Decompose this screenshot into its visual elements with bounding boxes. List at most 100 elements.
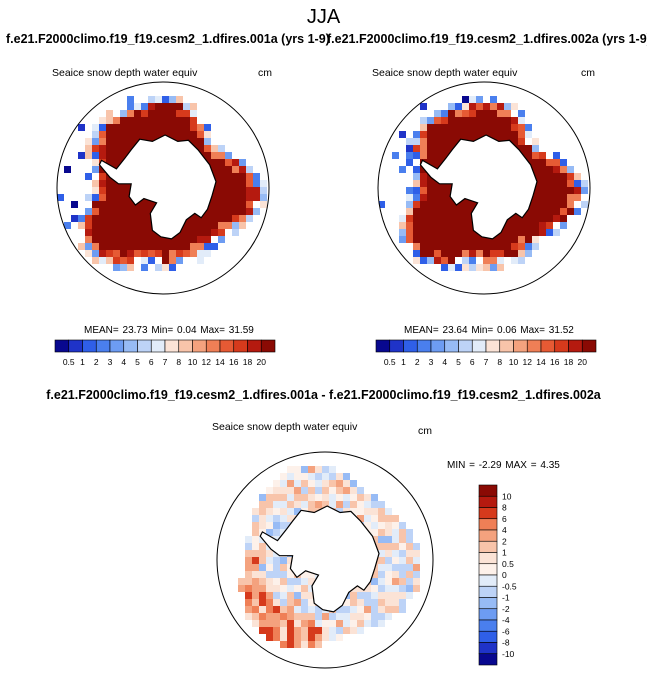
grid-cell bbox=[329, 627, 336, 634]
grid-cell bbox=[141, 236, 148, 243]
diff-units: cm bbox=[418, 425, 432, 437]
panel2-colorbar: 0.5 1 2 3 4 5 6 7 8 10 12 14 16 18 20 bbox=[375, 339, 597, 367]
colorbar-tick-label: 1 bbox=[502, 548, 507, 558]
grid-cell bbox=[469, 257, 476, 264]
grid-cell bbox=[183, 131, 190, 138]
grid-cell bbox=[252, 529, 259, 536]
grid-cell bbox=[413, 201, 420, 208]
grid-cell bbox=[532, 159, 539, 166]
grid-cell bbox=[427, 250, 434, 257]
grid-cell bbox=[252, 599, 259, 606]
grid-cell bbox=[260, 187, 267, 194]
grid-cell bbox=[273, 508, 280, 515]
grid-cell bbox=[155, 117, 162, 124]
grid-cell bbox=[252, 578, 259, 585]
grid-cell bbox=[427, 138, 434, 145]
grid-cell bbox=[239, 222, 246, 229]
grid-cell bbox=[266, 508, 273, 515]
grid-cell bbox=[211, 208, 218, 215]
grid-cell bbox=[504, 236, 511, 243]
grid-cell bbox=[169, 236, 176, 243]
colorbar-tick-label: -0.5 bbox=[502, 581, 517, 591]
grid-cell bbox=[476, 131, 483, 138]
grid-cell bbox=[239, 187, 246, 194]
grid-cell bbox=[434, 180, 441, 187]
grid-cell bbox=[315, 494, 322, 501]
colorbar-tick-label: 4 bbox=[502, 525, 507, 535]
colorbar-tick-label: 14 bbox=[536, 357, 546, 367]
grid-cell bbox=[427, 243, 434, 250]
grid-cell bbox=[574, 180, 581, 187]
colorbar-swatch bbox=[444, 339, 459, 353]
grid-cell bbox=[497, 243, 504, 250]
grid-cell bbox=[343, 480, 350, 487]
grid-cell bbox=[287, 620, 294, 627]
grid-cell bbox=[469, 103, 476, 110]
grid-cell bbox=[434, 152, 441, 159]
grid-cell bbox=[462, 236, 469, 243]
colorbar-swatch bbox=[150, 339, 166, 353]
grid-cell bbox=[113, 145, 120, 152]
grid-cell bbox=[99, 145, 106, 152]
grid-cell bbox=[301, 585, 308, 592]
grid-cell bbox=[378, 522, 385, 529]
grid-cell bbox=[392, 571, 399, 578]
grid-cell bbox=[504, 222, 511, 229]
colorbar-swatch bbox=[478, 495, 498, 508]
grid-cell bbox=[322, 627, 329, 634]
grid-cell bbox=[127, 117, 134, 124]
colorbar-swatch bbox=[478, 642, 498, 655]
grid-cell bbox=[518, 215, 525, 222]
grid-cell bbox=[455, 201, 462, 208]
grid-cell bbox=[120, 215, 127, 222]
colorbar-swatch bbox=[375, 339, 391, 353]
grid-cell bbox=[413, 131, 420, 138]
grid-cell bbox=[539, 166, 546, 173]
grid-cell bbox=[427, 131, 434, 138]
grid-cell bbox=[420, 229, 427, 236]
grid-cell bbox=[399, 543, 406, 550]
grid-cell bbox=[259, 515, 266, 522]
grid-cell bbox=[211, 145, 218, 152]
grid-cell bbox=[113, 138, 120, 145]
grid-cell bbox=[364, 606, 371, 613]
grid-cell bbox=[469, 131, 476, 138]
grid-cell bbox=[371, 536, 378, 543]
grid-cell bbox=[413, 145, 420, 152]
grid-cell bbox=[539, 229, 546, 236]
grid-cell bbox=[420, 208, 427, 215]
grid-cell bbox=[232, 222, 239, 229]
grid-cell bbox=[343, 473, 350, 480]
grid-cell bbox=[280, 585, 287, 592]
grid-cell bbox=[266, 515, 273, 522]
grid-cell bbox=[329, 620, 336, 627]
grid-cell bbox=[218, 187, 225, 194]
grid-cell bbox=[127, 215, 134, 222]
grid-cell bbox=[560, 208, 567, 215]
grid-cell bbox=[420, 187, 427, 194]
grid-cell bbox=[420, 201, 427, 208]
colorbar-tick-label: 0.5 bbox=[63, 357, 75, 367]
grid-cell bbox=[399, 131, 406, 138]
colorbar-swatch bbox=[478, 574, 498, 587]
grid-cell bbox=[204, 222, 211, 229]
grid-cell bbox=[106, 145, 113, 152]
grid-cell bbox=[301, 578, 308, 585]
grid-cell bbox=[259, 564, 266, 571]
grid-cell bbox=[113, 194, 120, 201]
grid-cell bbox=[148, 117, 155, 124]
grid-cell bbox=[511, 138, 518, 145]
grid-cell bbox=[308, 606, 315, 613]
grid-cell bbox=[64, 222, 71, 229]
grid-cell bbox=[490, 131, 497, 138]
grid-cell bbox=[308, 599, 315, 606]
grid-cell bbox=[315, 473, 322, 480]
grid-cell bbox=[294, 480, 301, 487]
grid-cell bbox=[294, 627, 301, 634]
grid-cell bbox=[434, 194, 441, 201]
grid-cell bbox=[448, 201, 455, 208]
grid-cell bbox=[301, 473, 308, 480]
colorbar-swatch bbox=[526, 339, 542, 353]
grid-cell bbox=[539, 194, 546, 201]
grid-cell bbox=[78, 243, 85, 250]
